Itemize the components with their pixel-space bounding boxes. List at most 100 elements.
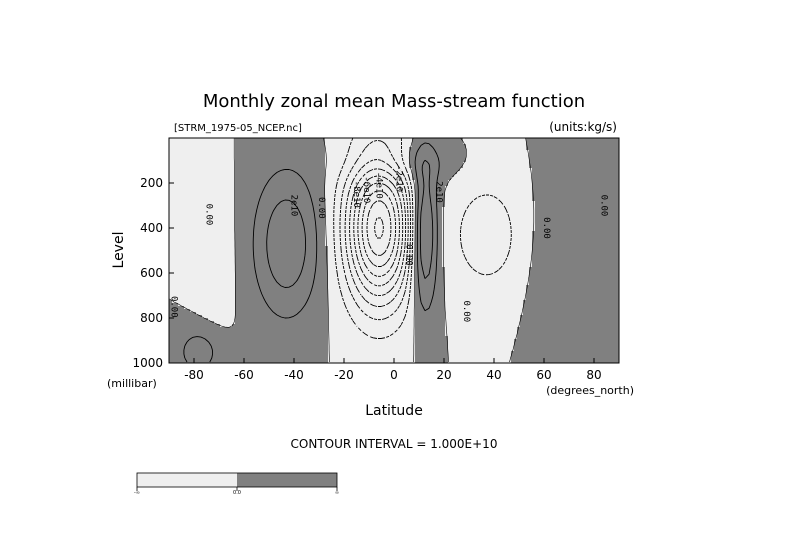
field-cell — [433, 168, 437, 172]
field-cell — [334, 183, 338, 187]
field-cell — [226, 174, 230, 178]
field-cell — [511, 180, 515, 184]
field-cell — [556, 198, 560, 202]
field-cell — [490, 141, 494, 145]
field-cell — [481, 213, 485, 217]
field-cell — [325, 159, 329, 163]
field-cell — [463, 231, 467, 235]
field-cell — [595, 153, 599, 157]
field-cell — [583, 192, 587, 196]
field-cell — [181, 141, 185, 145]
field-cell — [286, 237, 290, 241]
field-cell — [436, 150, 440, 154]
field-cell — [223, 183, 227, 187]
field-cell — [451, 204, 455, 208]
field-cell — [346, 231, 350, 235]
field-cell — [316, 186, 320, 190]
field-cell — [232, 138, 236, 142]
field-cell — [349, 165, 353, 169]
field-cell — [562, 162, 566, 166]
field-cell — [562, 150, 566, 154]
field-cell — [199, 216, 203, 220]
field-cell — [211, 156, 215, 160]
field-cell — [520, 174, 524, 178]
field-cell — [535, 225, 539, 229]
field-cell — [475, 162, 479, 166]
field-cell — [571, 195, 575, 199]
field-cell — [610, 210, 614, 214]
field-cell — [208, 156, 212, 160]
field-cell — [346, 141, 350, 145]
field-cell — [547, 186, 551, 190]
field-cell — [484, 195, 488, 199]
field-cell — [577, 234, 581, 238]
field-cell — [415, 180, 419, 184]
field-cell — [226, 150, 230, 154]
field-cell — [181, 153, 185, 157]
field-cell — [574, 225, 578, 229]
field-cell — [292, 210, 296, 214]
field-cell — [424, 219, 428, 223]
field-cell — [550, 165, 554, 169]
field-cell — [226, 231, 230, 235]
field-cell — [373, 231, 377, 235]
field-cell — [241, 219, 245, 223]
field-cell — [487, 156, 491, 160]
field-cell — [250, 189, 254, 193]
field-cell — [397, 138, 401, 142]
field-cell — [400, 234, 404, 238]
field-cell — [403, 174, 407, 178]
field-cell — [604, 186, 608, 190]
field-cell — [529, 198, 533, 202]
field-cell — [325, 228, 329, 232]
field-cell — [295, 138, 299, 142]
field-cell — [268, 198, 272, 202]
field-cell — [442, 192, 446, 196]
field-cell — [238, 141, 242, 145]
field-cell — [241, 180, 245, 184]
field-cell — [343, 204, 347, 208]
field-cell — [616, 195, 620, 199]
field-cell — [589, 159, 593, 163]
field-cell — [601, 204, 605, 208]
field-cell — [484, 192, 488, 196]
field-cell — [190, 141, 194, 145]
field-cell — [295, 144, 299, 148]
field-cell — [481, 207, 485, 211]
field-cell — [607, 189, 611, 193]
field-cell — [217, 219, 221, 223]
field-cell — [346, 201, 350, 205]
field-cell — [445, 204, 449, 208]
field-cell — [535, 147, 539, 151]
field-cell — [487, 177, 491, 181]
field-cell — [328, 183, 332, 187]
field-cell — [214, 213, 218, 217]
field-cell — [433, 231, 437, 235]
field-cell — [517, 147, 521, 151]
field-cell — [433, 198, 437, 202]
field-cell — [529, 195, 533, 199]
field-cell — [433, 183, 437, 187]
field-cell — [364, 165, 368, 169]
field-cell — [367, 201, 371, 205]
field-cell — [469, 201, 473, 205]
field-cell — [574, 222, 578, 226]
field-cell — [613, 201, 617, 205]
field-cell — [286, 165, 290, 169]
field-cell — [256, 153, 260, 157]
field-cell — [427, 186, 431, 190]
field-cell — [427, 213, 431, 217]
field-cell — [178, 186, 182, 190]
field-cell — [526, 141, 530, 145]
field-cell — [592, 165, 596, 169]
field-cell — [586, 186, 590, 190]
field-cell — [565, 189, 569, 193]
field-cell — [565, 222, 569, 226]
field-cell — [598, 174, 602, 178]
field-cell — [595, 147, 599, 151]
field-cell — [400, 180, 404, 184]
field-cell — [391, 159, 395, 163]
field-cell — [475, 165, 479, 169]
field-cell — [574, 153, 578, 157]
field-cell — [442, 174, 446, 178]
